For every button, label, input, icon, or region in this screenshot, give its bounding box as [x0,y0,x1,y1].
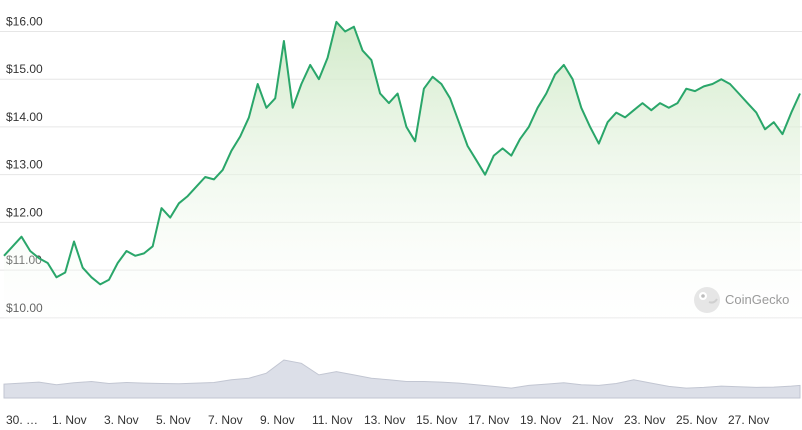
y-tick-label: $12.00 [6,205,43,219]
volume-series-area [3,359,801,399]
x-tick-label: 5. Nov [156,413,191,427]
price-area [4,21,800,326]
x-tick-label: 11. Nov [312,413,352,427]
x-tick-label: 3. Nov [104,413,139,427]
x-tick-label: 7. Nov [208,413,243,427]
x-tick-label: 1. Nov [52,413,87,427]
volume-area [3,359,801,399]
y-tick-label: $15.00 [6,62,43,76]
price-line [3,20,801,286]
x-tick-label: 27. Nov [728,413,769,427]
x-tick-label: 17. Nov [468,413,509,427]
watermark-text: CoinGecko [725,292,789,307]
x-tick-label: 30. … [6,413,38,427]
y-tick-label: $13.00 [6,158,43,172]
price-area-fill [4,21,800,326]
x-tick-label: 9. Nov [260,413,295,427]
coingecko-logo-icon [694,287,720,313]
y-tick-label: $16.00 [6,14,43,28]
y-tick-label: $14.00 [6,110,43,124]
x-tick-label: 25. Nov [676,413,717,427]
x-tick-label: 13. Nov [364,413,405,427]
x-tick-label: 21. Nov [572,413,613,427]
price-series-line [3,20,801,286]
x-tick-label: 19. Nov [520,413,561,427]
x-tick-label: 15. Nov [416,413,457,427]
x-axis-labels: 30. … 1. Nov 3. Nov 5. Nov 7. Nov 9. Nov 11. N… [6,413,769,427]
coingecko-watermark: CoinGecko [694,287,789,313]
x-tick-label: 23. Nov [624,413,665,427]
